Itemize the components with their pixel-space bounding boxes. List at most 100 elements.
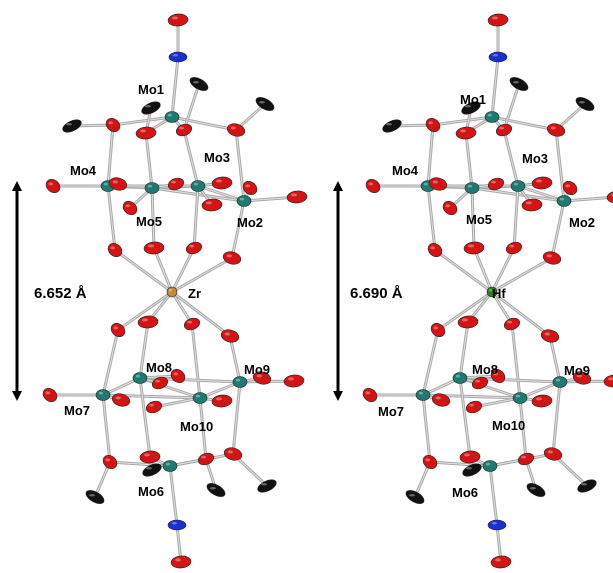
- atom-mo3: [510, 180, 526, 192]
- atom-highlight: [169, 289, 172, 292]
- atom-highlight: [179, 126, 185, 130]
- atom-highlight: [245, 184, 250, 188]
- bond-o1a-mo4: [427, 124, 434, 187]
- atom-highlight: [460, 129, 466, 133]
- atom-highlight: [147, 184, 152, 188]
- bond-o4d-zr: [171, 257, 233, 293]
- atom-c5: [405, 490, 425, 504]
- atom-o6c: [471, 376, 489, 390]
- atom-o2a: [45, 179, 61, 193]
- atom-c5: [85, 490, 105, 504]
- atom-highlight: [536, 179, 542, 183]
- label-mo2: Mo2: [237, 215, 263, 230]
- atom-mo7: [415, 389, 431, 401]
- bond-o1b-mo5: [465, 132, 473, 189]
- atom-o7b: [139, 450, 161, 464]
- bond-mo1-o1a: [112, 116, 173, 126]
- atom-c8: [257, 479, 277, 493]
- atom-o6g: [465, 400, 483, 414]
- label-mo8: Mo8: [472, 362, 498, 377]
- atom-o4d: [542, 251, 562, 265]
- atom-o3d: [108, 177, 128, 191]
- atom-o7c: [517, 452, 535, 466]
- atom-highlight: [462, 318, 468, 322]
- atom-c1: [509, 77, 529, 91]
- atom-highlight: [499, 126, 504, 130]
- atom-highlight: [235, 378, 240, 382]
- bond-mo9-o7d: [552, 381, 561, 455]
- atom-highlight: [365, 391, 370, 395]
- atom-highlight: [142, 318, 148, 322]
- bond-mo1-o1d: [491, 116, 557, 131]
- atom-highlight: [493, 372, 498, 376]
- label-mo9: Mo9: [564, 363, 590, 378]
- atom-highlight: [559, 197, 564, 201]
- atom-highlight: [475, 379, 480, 383]
- atom-highlight: [89, 494, 95, 497]
- atom-highlight: [206, 201, 212, 205]
- label-mo5: Mo5: [466, 212, 492, 227]
- atom-highlight: [256, 374, 262, 378]
- atom-highlight: [146, 467, 152, 470]
- atom-o7b: [459, 450, 481, 464]
- atom-highlight: [409, 494, 415, 497]
- zr-distance-annotation: 6.652 Å: [12, 181, 87, 401]
- atom-c2: [62, 119, 82, 133]
- bond-mo8-o7b: [459, 377, 471, 458]
- atom-highlight: [445, 204, 450, 208]
- atom-highlight: [148, 244, 154, 248]
- bond-o4c-zr: [491, 247, 515, 293]
- atom-o5c: [503, 317, 521, 331]
- bond-zr-o5a: [437, 291, 493, 331]
- bond-o4a-zr: [434, 249, 493, 293]
- label-mo4: Mo4: [70, 163, 97, 178]
- atom-o3f: [521, 198, 543, 212]
- label-mo10: Mo10: [180, 419, 213, 434]
- bond-zr-o5c: [171, 291, 193, 325]
- bond-o4c-zr: [171, 247, 195, 293]
- atom-n-bot: [487, 519, 507, 531]
- atom-mo1: [164, 111, 180, 123]
- atom-c2: [382, 119, 402, 133]
- zr-atoms: [42, 13, 308, 569]
- bond-o4b-zr: [153, 247, 173, 293]
- atom-highlight: [155, 379, 161, 383]
- bond-o1d-mo2: [555, 129, 565, 202]
- bond-o1c-c1: [183, 83, 200, 131]
- label-mo6: Mo6: [138, 484, 164, 499]
- atom-o6b: [603, 374, 613, 388]
- atom-highlight: [259, 101, 265, 104]
- atom-highlight: [550, 126, 556, 130]
- atom-highlight: [492, 54, 498, 57]
- bond-o5d-mo9: [549, 335, 561, 383]
- atom-highlight: [466, 467, 472, 470]
- atom-highlight: [544, 332, 550, 336]
- atom-highlight: [491, 522, 497, 525]
- bond-o1c-mo3: [503, 129, 519, 187]
- atom-o4a: [427, 243, 443, 257]
- bond-o5b-mo8: [139, 321, 149, 379]
- bond-mo2-o4d: [551, 200, 565, 259]
- atom-highlight: [108, 121, 113, 125]
- atom-highlight: [216, 179, 222, 183]
- atom-highlight: [492, 16, 498, 20]
- atom-o4b: [463, 241, 485, 255]
- atom-o4d: [222, 251, 242, 265]
- atom-o6h: [572, 371, 592, 385]
- bond-mo9-o7d: [232, 381, 241, 455]
- atom-o5d: [220, 329, 240, 343]
- atom-highlight: [167, 113, 172, 117]
- atom-o-top: [167, 13, 189, 27]
- atom-highlight: [465, 105, 471, 108]
- zr-structure: Mo1 Mo4 Mo3 Mo5 Mo2 Zr Mo8 Mo9 Mo7 Mo10 …: [42, 13, 308, 569]
- atom-o6g: [145, 400, 163, 414]
- atom-highlight: [288, 377, 294, 381]
- atom-o6e: [490, 369, 506, 383]
- atom-highlight: [201, 455, 207, 459]
- atom-highlight: [171, 180, 177, 184]
- bond-o1a-mo4: [107, 124, 114, 187]
- bond-o5b-mo8: [459, 321, 469, 379]
- label-mo5: Mo5: [136, 214, 162, 229]
- atom-n-top: [168, 51, 188, 63]
- atom-o4a: [107, 243, 123, 257]
